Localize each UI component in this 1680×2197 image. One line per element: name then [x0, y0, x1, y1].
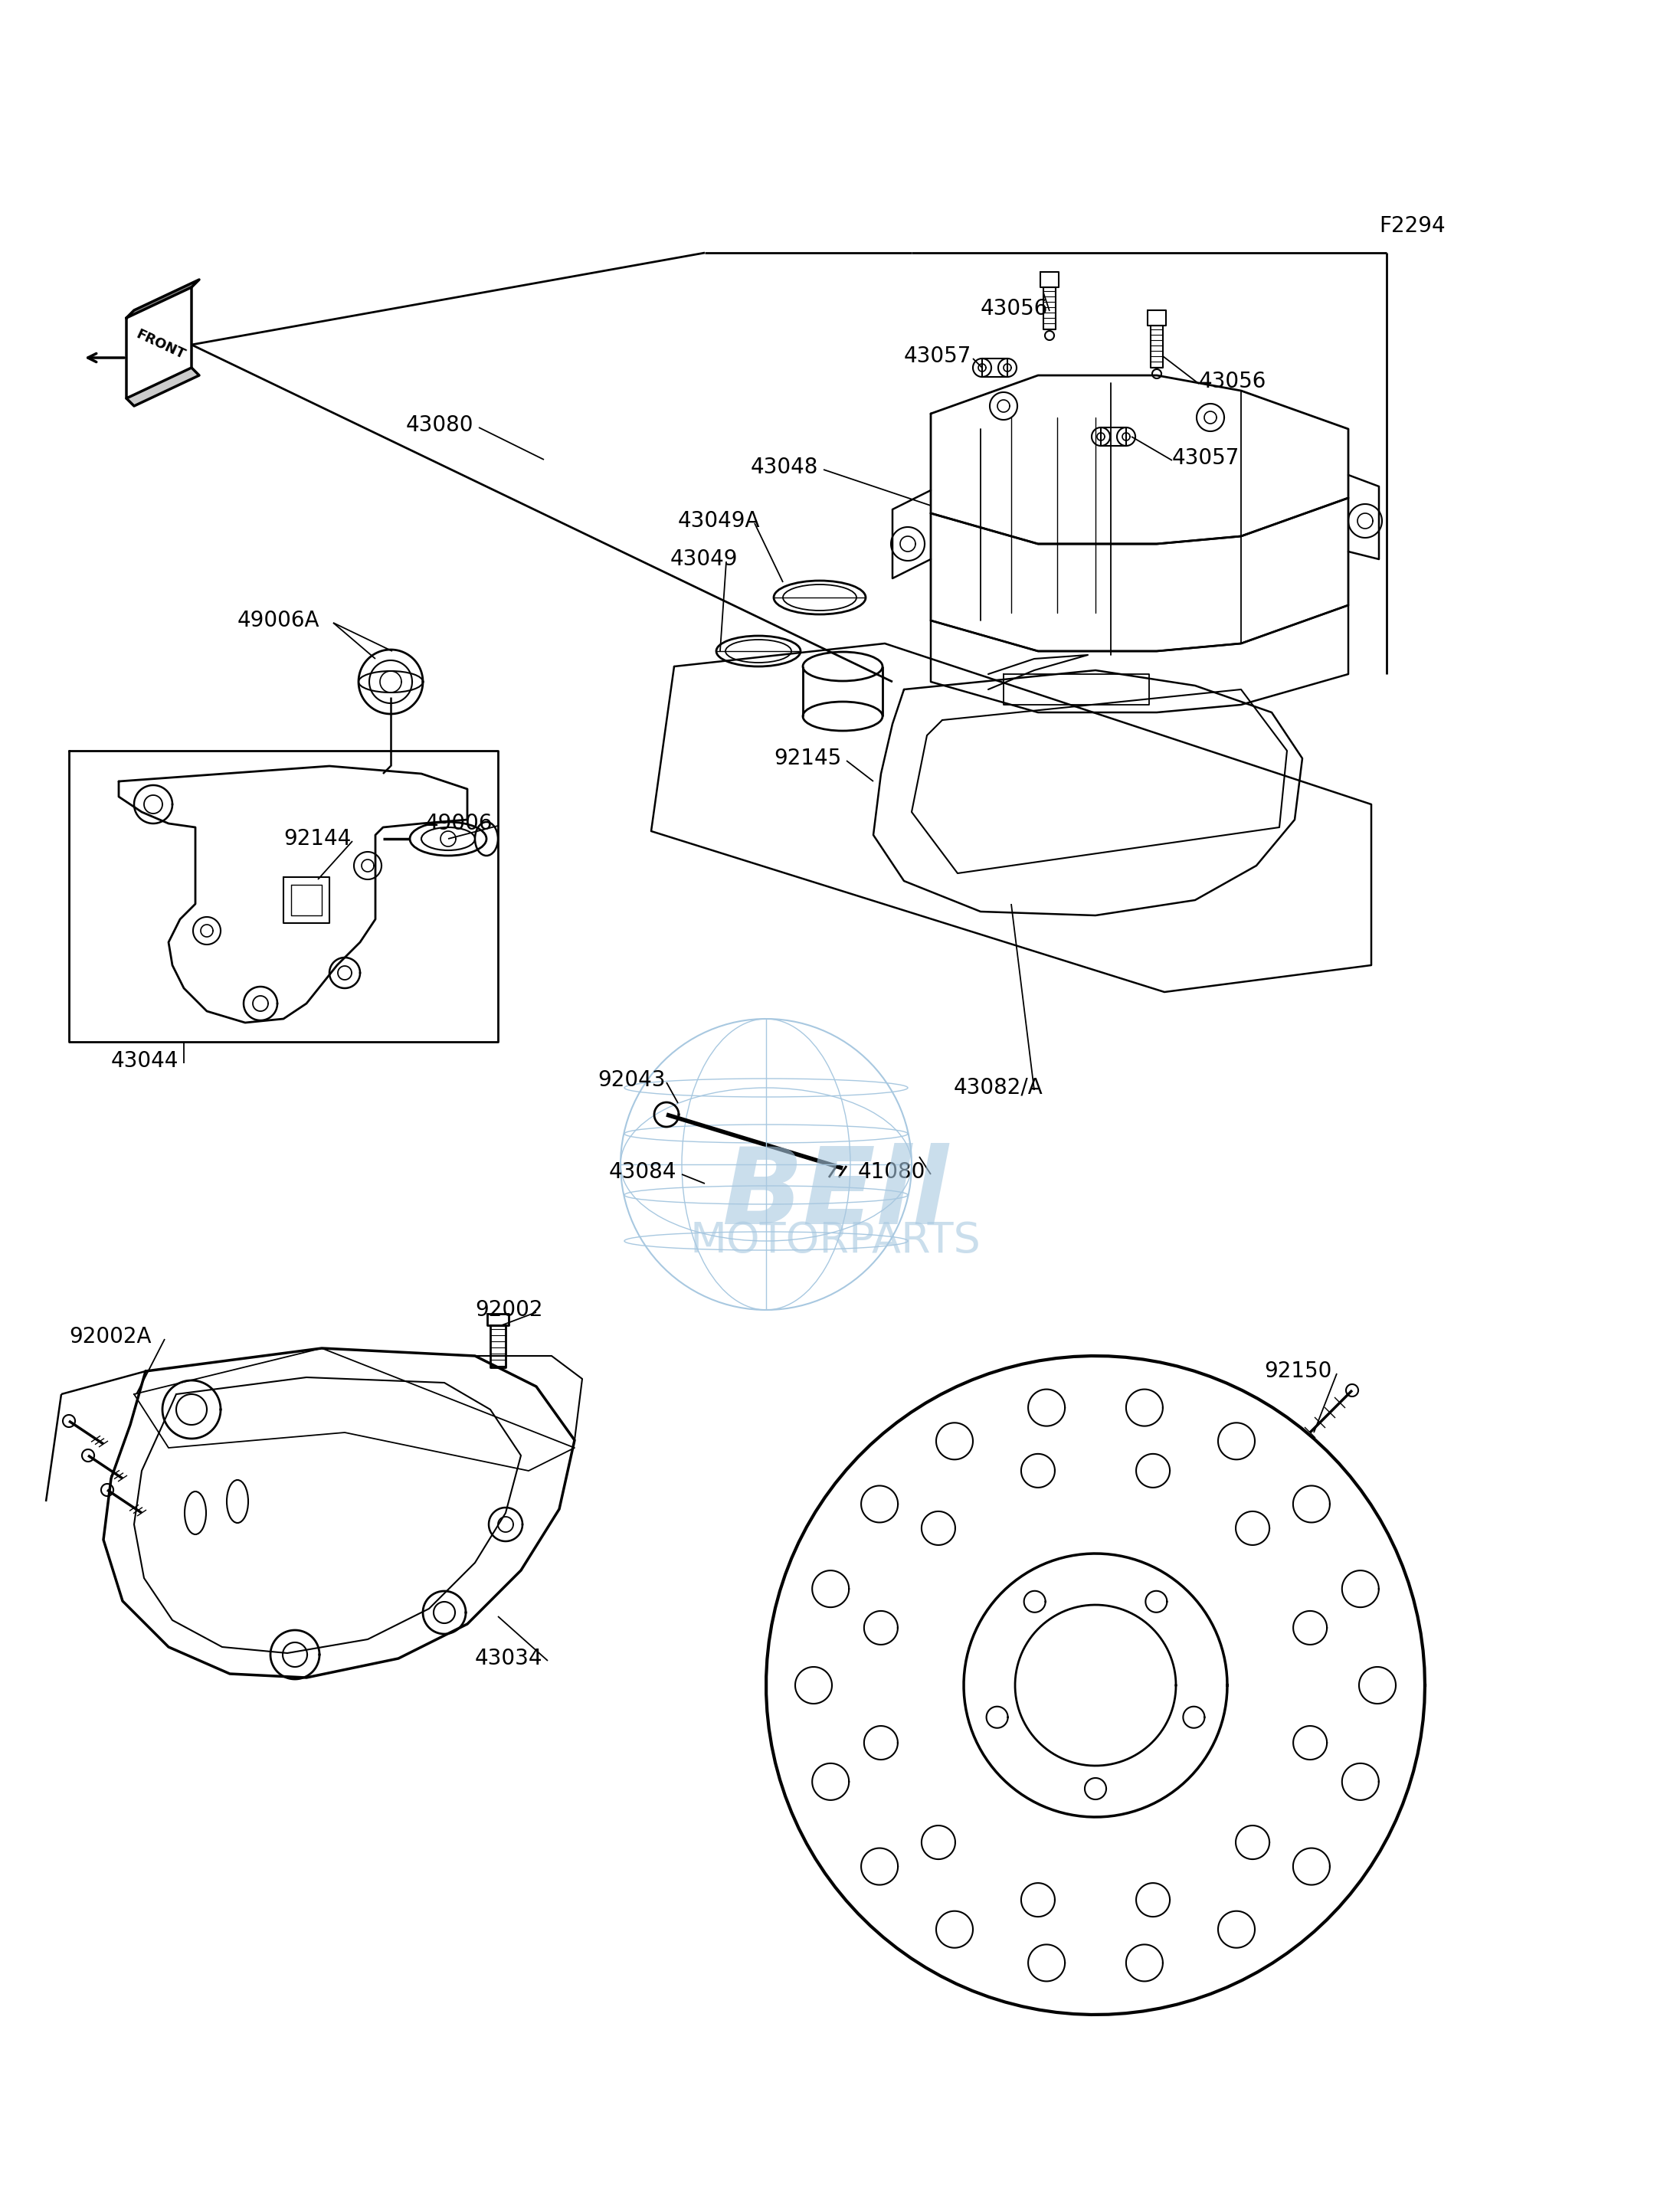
- Text: 43084: 43084: [610, 1162, 677, 1182]
- Polygon shape: [126, 279, 200, 319]
- Text: 43049A: 43049A: [679, 510, 761, 532]
- Text: 92150: 92150: [1263, 1360, 1332, 1382]
- Text: 92002: 92002: [475, 1298, 543, 1320]
- Polygon shape: [126, 367, 200, 406]
- Text: 92145: 92145: [774, 747, 842, 769]
- Text: 43082/A: 43082/A: [954, 1077, 1043, 1098]
- Text: 43034: 43034: [475, 1648, 543, 1670]
- Text: MOTORPARTS: MOTORPARTS: [689, 1219, 981, 1261]
- Text: 41080: 41080: [858, 1162, 926, 1182]
- Text: 49006: 49006: [425, 813, 492, 835]
- Text: 43048: 43048: [751, 457, 818, 479]
- Text: 43049: 43049: [670, 549, 738, 569]
- Text: 92144: 92144: [284, 828, 351, 850]
- Text: FRONT: FRONT: [134, 327, 188, 363]
- Text: 92043: 92043: [598, 1070, 665, 1092]
- Text: 43056: 43056: [1200, 371, 1267, 393]
- Text: F2294: F2294: [1379, 215, 1445, 237]
- Text: 43056: 43056: [981, 299, 1048, 319]
- Text: 43057: 43057: [1173, 448, 1240, 468]
- Text: BEll: BEll: [722, 1142, 949, 1246]
- Text: 43080: 43080: [407, 415, 474, 435]
- Text: 49006A: 49006A: [237, 611, 319, 631]
- Text: 43057: 43057: [904, 345, 971, 367]
- Text: 43044: 43044: [111, 1050, 178, 1072]
- Text: 92002A: 92002A: [69, 1327, 151, 1347]
